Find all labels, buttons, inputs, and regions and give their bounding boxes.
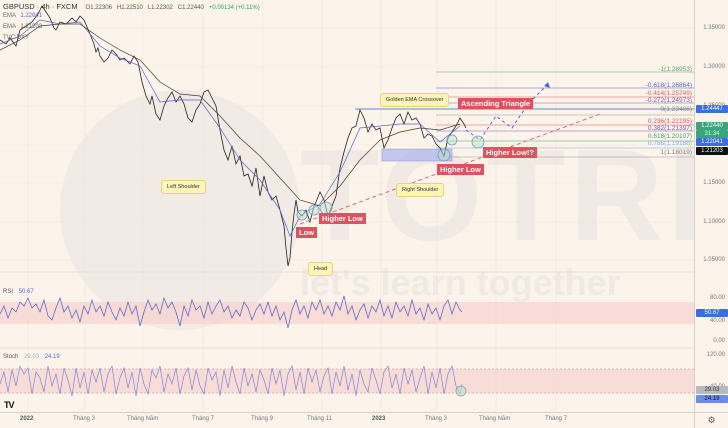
stoch-k-value: 29.03 bbox=[24, 354, 40, 360]
ohlc-close: C1.22440 bbox=[177, 5, 204, 11]
time-label: Tháng 7 bbox=[192, 416, 215, 422]
rsi-tick: 0.00 bbox=[713, 338, 725, 344]
time-label: Tháng 3 bbox=[73, 416, 96, 422]
fib-level: 0.236(1.22195) bbox=[647, 118, 692, 125]
price-axis[interactable]: 1.35000 1.30000 1.25000 1.15000 1.10000 … bbox=[694, 0, 728, 412]
stoch-k-tag: 29.03 bbox=[696, 386, 728, 394]
price-tick: 1.35000 bbox=[703, 25, 725, 31]
price-tick: 1.15000 bbox=[703, 180, 725, 186]
time-label: 2022 bbox=[20, 416, 34, 422]
indicator-dxy[interactable]: TVC:DXY bbox=[3, 35, 29, 41]
rsi-tick: 40.00 bbox=[709, 318, 725, 324]
price-tick: 1.30000 bbox=[703, 64, 725, 70]
stoch-d-tag: 24.19 bbox=[696, 395, 728, 403]
symbol-title[interactable]: GBPUSD · 4h · FXCM bbox=[3, 2, 78, 11]
indicator-ema-fast[interactable]: EMA 1.22041 bbox=[3, 13, 42, 19]
settings-gear-icon[interactable]: ⚙ bbox=[694, 412, 728, 428]
price-tag-resistance: 1.24447 bbox=[696, 105, 728, 113]
label-higher-low-question[interactable]: Higher Low!? bbox=[483, 147, 537, 158]
rsi-tag: 50.67 bbox=[696, 309, 728, 317]
stoch-tick: 120.00 bbox=[706, 352, 725, 358]
label-higher-low-2[interactable]: Higher Low bbox=[437, 164, 484, 175]
fib-level: 0.382(1.21397) bbox=[647, 125, 692, 132]
fib-level: 1(1.18019) bbox=[660, 149, 692, 156]
time-label: 2023 bbox=[372, 416, 386, 422]
symbol-legend[interactable]: GBPUSD · 4h · FXCM O1.22306 H1.22510 L1.… bbox=[3, 2, 260, 11]
rsi-legend[interactable]: RSI 50.67 bbox=[3, 289, 34, 295]
ohlc-change: +0.00134 (+0.11%) bbox=[208, 5, 260, 11]
indicator-value: 1.21203 bbox=[20, 24, 43, 30]
price-tag-ema-fast: 1.22041 bbox=[696, 138, 728, 146]
time-label: Tháng 11 bbox=[307, 416, 332, 422]
ohlc-low: L1.22302 bbox=[147, 5, 173, 11]
fib-level: -0.272(1.24973) bbox=[645, 97, 692, 104]
time-label: Tháng Năm bbox=[127, 416, 159, 422]
callout-right-shoulder[interactable]: Right Shoulder bbox=[396, 183, 445, 197]
time-axis[interactable]: 2022 Tháng 3 Tháng Năm Tháng 7 Tháng 9 T… bbox=[0, 412, 694, 428]
stoch-legend[interactable]: Stoch 29.03 24.19 bbox=[3, 354, 60, 360]
fib-level: -0.414(1.25749) bbox=[645, 90, 692, 97]
price-tag-countdown: 31:34 bbox=[696, 130, 728, 138]
rsi-name: RSI bbox=[3, 289, 14, 295]
fib-level: 0.618(1.20107) bbox=[647, 133, 692, 140]
fib-level: 0.786(1.19188) bbox=[647, 140, 692, 147]
fib-level: -0.618(1.26864) bbox=[645, 82, 692, 89]
fib-level: 0(1.23486) bbox=[660, 106, 692, 113]
price-tick: 1.05000 bbox=[703, 257, 725, 263]
ohlc-high: H1.22510 bbox=[116, 5, 143, 11]
time-label: Tháng Năm bbox=[479, 416, 511, 422]
callout-golden-ema-crossover[interactable]: Golden EMA Crossover bbox=[380, 93, 450, 107]
indicator-name: TVC:DXY bbox=[3, 35, 30, 41]
label-higher-low-1[interactable]: Higher Low bbox=[319, 213, 366, 224]
price-tick: 1.10000 bbox=[703, 219, 725, 225]
rsi-tick: 80.00 bbox=[709, 295, 725, 301]
fib-level: -1(1.28953) bbox=[658, 66, 692, 73]
time-label: Tháng 3 bbox=[425, 416, 448, 422]
rsi-value: 50.67 bbox=[18, 289, 34, 295]
price-tag-ema-slow: 1.21203 bbox=[696, 147, 728, 155]
label-low[interactable]: Low bbox=[296, 227, 317, 238]
indicator-value: 1.22041 bbox=[20, 13, 43, 19]
ohlc-open: O1.22306 bbox=[85, 5, 112, 11]
indicator-name: EMA bbox=[3, 24, 16, 30]
indicator-ema-slow[interactable]: EMA 1.21203 bbox=[3, 24, 42, 30]
time-label: Tháng 9 bbox=[251, 416, 274, 422]
time-label: Tháng 7 bbox=[545, 416, 568, 422]
stoch-d-value: 24.19 bbox=[44, 354, 60, 360]
tradingview-logo[interactable]: TV bbox=[4, 400, 14, 410]
callout-left-shoulder[interactable]: Left Shoulder bbox=[161, 180, 206, 194]
indicator-name: EMA bbox=[3, 13, 16, 19]
stoch-name: Stoch bbox=[3, 354, 19, 360]
chart-canvas[interactable]: TOTRIEU let's learn together bbox=[0, 0, 728, 412]
callout-head[interactable]: Head bbox=[308, 262, 334, 276]
chart-svg bbox=[0, 0, 694, 412]
price-tag-last: 1.22440 bbox=[696, 122, 728, 130]
label-ascending-triangle[interactable]: Ascending Triangle bbox=[458, 98, 534, 109]
